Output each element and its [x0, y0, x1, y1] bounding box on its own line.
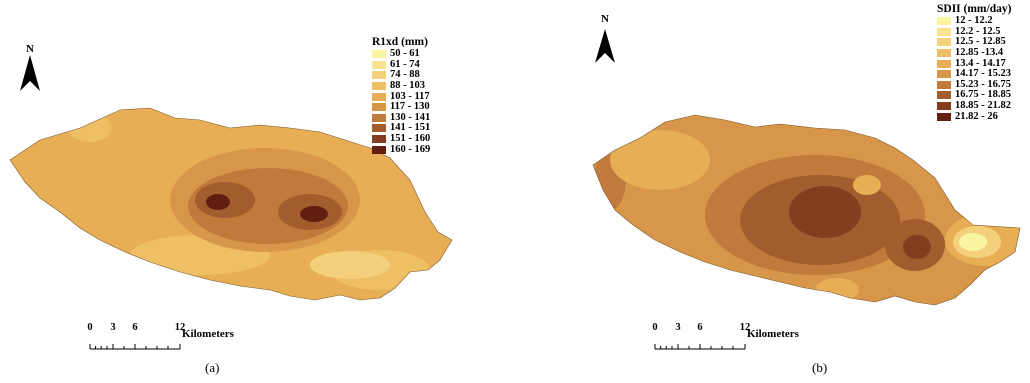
legend-item: 50 - 61 — [372, 49, 430, 60]
legend-label: 50 - 61 — [390, 48, 420, 60]
scale-tick-label: 6 — [132, 322, 138, 333]
scale-tick-label: 0 — [652, 322, 658, 333]
scale-units: Kilometers — [747, 328, 799, 340]
legend-swatch — [372, 82, 386, 91]
legend-item: 74 - 88 — [372, 70, 430, 81]
legend-item: 12.2 - 12.5 — [937, 25, 1011, 38]
north-arrow-icon — [595, 29, 615, 63]
legend-label: 14.17 - 15.23 — [955, 68, 1011, 80]
legend-label: 13.4 - 14.17 — [955, 57, 1006, 69]
legend-label: 12 - 12.2 — [955, 15, 993, 27]
scale-tick-label: 3 — [110, 322, 116, 333]
legend-label: 88 - 103 — [390, 80, 425, 92]
north-arrow-icon — [20, 55, 40, 91]
legend-label: 160 - 169 — [390, 143, 431, 155]
legend-label: 12.2 - 12.5 — [955, 25, 1001, 37]
island-map-b — [592, 114, 1021, 306]
legend-label: 12.85 -13.4 — [955, 47, 1004, 59]
scale-bar-a: 0 3 6 12 — [85, 322, 185, 356]
legend-label: 151 - 160 — [390, 133, 431, 145]
scale-tick-label: 12 — [739, 322, 751, 333]
scale-tick-label: 0 — [87, 322, 93, 333]
legend-swatch — [372, 124, 386, 133]
legend-swatch — [372, 135, 386, 144]
north-label: N — [26, 43, 34, 55]
legend-swatch — [372, 71, 386, 80]
legend-item: 12 - 12.2 — [937, 16, 1011, 27]
legend-item: 141 - 151 — [372, 123, 430, 134]
north-label: N — [601, 13, 609, 25]
panel-caption: (b) — [812, 360, 828, 375]
legend-swatch — [937, 59, 951, 68]
legend-item: 12.5 - 12.85 — [937, 37, 1011, 48]
legend-swatch — [937, 102, 951, 111]
legend-label: 18.85 - 21.82 — [955, 100, 1011, 112]
legend-swatch — [372, 50, 386, 59]
scale-bar-b: 0 3 6 12 — [650, 322, 750, 356]
scale-bar-graphic — [654, 344, 746, 350]
scale-bar-graphic — [89, 344, 181, 350]
legend-item: 88 - 103 — [372, 80, 430, 92]
legend-label: 141 - 151 — [390, 122, 431, 134]
scale-tick-label: 12 — [174, 322, 186, 333]
legend-label: 74 - 88 — [390, 69, 420, 81]
legend-swatch — [372, 92, 386, 101]
north-arrow: N — [20, 44, 40, 94]
legend-swatch — [372, 60, 386, 69]
scale-units: Kilometers — [182, 328, 234, 340]
legend-label: 103 - 117 — [390, 90, 430, 102]
legend-item: 15.23 - 16.75 — [937, 78, 1011, 91]
legend-label: 12.5 - 12.85 — [955, 36, 1006, 48]
legend-swatch — [937, 112, 951, 121]
legend-swatch — [937, 27, 951, 36]
legend-swatch — [937, 17, 951, 26]
legend-swatch — [372, 113, 386, 122]
legend-item: 130 - 141 — [372, 111, 431, 124]
legend-item: 160 - 169 — [372, 144, 430, 155]
island-map-a — [9, 107, 453, 301]
legend-item: 13.4 - 14.17 — [937, 58, 1011, 69]
legend-swatch — [937, 91, 951, 100]
legend-label: 16.75 - 18.85 — [955, 89, 1011, 101]
legend-item: 21.82 - 26 — [937, 111, 1011, 122]
panel-caption: (a) — [205, 360, 220, 375]
legend-title: R1xd (mm) — [372, 36, 428, 48]
legend-label: 21.82 - 26 — [955, 110, 998, 122]
legend-item: 61 - 74 — [372, 58, 430, 71]
legend-swatch — [937, 49, 951, 58]
legend-title: SDII (mm/day) — [937, 3, 1012, 15]
scale-tick-label: 6 — [697, 322, 703, 333]
legend-swatch — [372, 103, 386, 112]
legend-item: 103 - 117 — [372, 91, 430, 102]
legend-label: 130 - 141 — [390, 111, 431, 123]
legend-swatch — [937, 70, 951, 79]
legend-item: 16.75 - 18.85 — [937, 90, 1011, 101]
legend-swatch — [937, 80, 951, 89]
legend-a: R1xd (mm) 50 - 61 61 - 74 74 - 88 88 - 103 1… — [372, 36, 430, 155]
legend-item: 12.85 -13.4 — [937, 47, 1011, 59]
legend-label: 15.23 - 16.75 — [955, 78, 1011, 90]
map-panel-b: N SDII (mm/day) 12 - 12.2 12.2 - 12.5 12.5… — [515, 0, 1030, 383]
legend-b: SDII (mm/day) 12 - 12.2 12.2 - 12.5 12.5 -… — [937, 3, 1011, 122]
legend-item: 151 - 160 — [372, 133, 431, 145]
legend-swatch — [372, 145, 386, 154]
scale-tick-label: 3 — [675, 322, 681, 333]
map-panel-a: N R1xd (mm) 50 - 61 61 - 74 74 - 88 88 - 10… — [9, 36, 453, 375]
legend-label: 61 - 74 — [390, 58, 420, 70]
legend-label: 117 - 130 — [390, 101, 430, 113]
legend-item: 14.17 - 15.23 — [937, 69, 1011, 80]
legend-item: 18.85 - 21.82 — [937, 100, 1011, 112]
north-arrow: N — [595, 14, 615, 66]
legend-item: 117 - 130 — [372, 102, 430, 113]
legend-swatch — [937, 38, 951, 47]
